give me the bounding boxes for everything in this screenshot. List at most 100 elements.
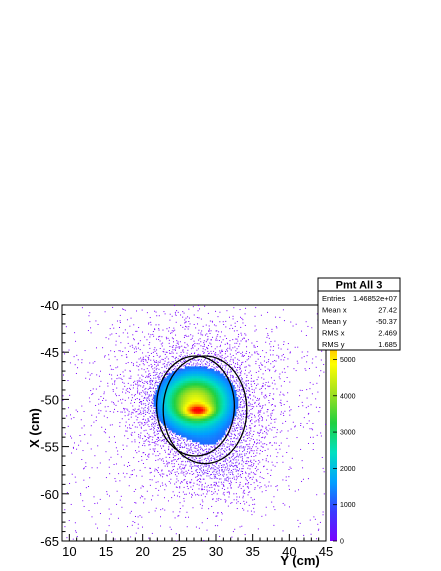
heatmap-cell [168, 408, 171, 412]
heatmap-cell [256, 353, 258, 355]
heatmap-cell [192, 375, 195, 379]
heatmap-cell [261, 364, 263, 366]
heatmap-cell [234, 397, 237, 400]
heatmap-cell [230, 456, 232, 458]
heatmap-cell [130, 375, 132, 377]
heatmap-cell [239, 450, 241, 452]
heatmap-cell [222, 339, 224, 341]
heatmap-cell [171, 439, 173, 441]
heatmap-cell [142, 382, 144, 384]
heatmap-cell [197, 366, 200, 370]
heatmap-cell [192, 371, 195, 374]
heatmap-cell [177, 425, 180, 429]
heatmap-cell [192, 430, 195, 433]
heatmap-cell [90, 390, 92, 392]
heatmap-cell [170, 404, 173, 407]
heatmap-cell [142, 352, 144, 354]
heatmap-cell [147, 351, 149, 353]
heatmap-cell [201, 483, 203, 485]
heatmap-cell [194, 342, 196, 344]
heatmap-cell [242, 381, 244, 383]
heatmap-cell [229, 348, 231, 350]
heatmap-cell [282, 479, 284, 481]
heatmap-cell [228, 392, 231, 395]
heatmap-cell [129, 512, 131, 514]
heatmap-cell [305, 369, 307, 371]
heatmap-cell [156, 433, 158, 435]
heatmap-cell [137, 366, 139, 368]
heatmap-cell [164, 406, 167, 410]
heatmap-cell [229, 436, 231, 438]
heatmap-cell [278, 355, 280, 357]
heatmap-cell [146, 400, 148, 402]
heatmap-cell [235, 462, 237, 464]
heatmap-cell [143, 344, 145, 346]
heatmap-cell [117, 366, 119, 368]
heatmap-cell [258, 442, 260, 444]
x-tick-label: 20 [135, 544, 149, 559]
heatmap-cell [132, 334, 134, 336]
heatmap-cell [259, 476, 261, 478]
heatmap-cell [136, 310, 138, 312]
heatmap-cell [111, 424, 113, 426]
heatmap-cell [186, 336, 188, 337]
heatmap-cell [185, 454, 187, 456]
heatmap-cell [186, 343, 188, 345]
heatmap-cell [172, 387, 175, 391]
heatmap-cell [196, 468, 198, 470]
heatmap-cell [141, 379, 143, 381]
heatmap-cell [102, 347, 104, 349]
heatmap-cell [198, 329, 200, 331]
heatmap-cell [143, 440, 145, 442]
heatmap-cell [192, 389, 195, 393]
heatmap-cell [230, 364, 232, 366]
heatmap-cell [251, 354, 253, 356]
heatmap-cell [150, 471, 152, 473]
heatmap-cell [163, 348, 165, 350]
heatmap-cell [168, 401, 171, 405]
heatmap-cell [206, 389, 209, 393]
heatmap-cell [138, 461, 140, 463]
heatmap-cell [218, 472, 220, 474]
heatmap-cell [145, 360, 147, 362]
heatmap-cell [253, 463, 255, 465]
heatmap-cell [85, 462, 87, 464]
heatmap-cell [210, 439, 213, 443]
heatmap-cell [228, 478, 230, 480]
heatmap-cell [236, 404, 239, 407]
heatmap-cell [108, 495, 110, 497]
heatmap-cell [155, 377, 157, 379]
heatmap-cell [211, 491, 213, 493]
heatmap-cell [233, 437, 235, 439]
heatmap-cell [188, 457, 190, 459]
heatmap-cell [100, 402, 102, 404]
heatmap-cell [190, 446, 192, 448]
heatmap-cell [238, 406, 240, 408]
heatmap-cell [203, 375, 206, 379]
heatmap-cell [225, 326, 227, 328]
heatmap-cell [151, 424, 153, 426]
heatmap-cell [138, 379, 140, 381]
heatmap-cell [139, 424, 141, 426]
heatmap-cell [197, 389, 200, 393]
heatmap-cell [229, 426, 231, 428]
heatmap-cell [227, 394, 230, 398]
heatmap-cell [157, 444, 159, 446]
heatmap-cell [139, 435, 141, 437]
heatmap-cell [307, 478, 309, 480]
heatmap-cell [244, 403, 246, 405]
heatmap-cell [211, 493, 213, 495]
heatmap-cell [222, 321, 224, 323]
heatmap-cell [197, 434, 200, 438]
heatmap-cell [186, 394, 189, 398]
heatmap-cell [225, 401, 228, 405]
heatmap-cell [267, 485, 269, 487]
heatmap-cell [284, 410, 286, 412]
heatmap-cell [238, 434, 240, 436]
heatmap-cell [166, 380, 169, 384]
heatmap-cell [161, 374, 163, 376]
heatmap-cell [181, 432, 184, 436]
heatmap-cell [240, 372, 242, 374]
heatmap-cell [210, 474, 212, 476]
y-tick-label: -45 [40, 345, 59, 360]
